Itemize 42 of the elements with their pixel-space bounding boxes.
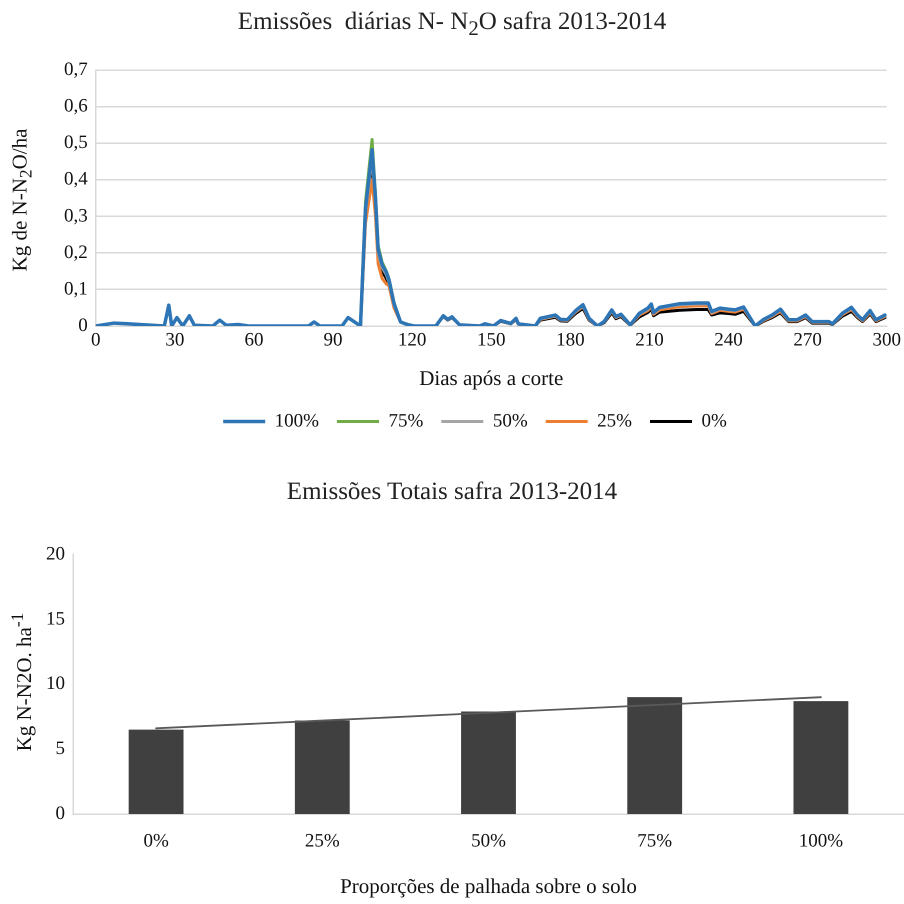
legend-label: 100% (274, 410, 320, 432)
y-tick-label: 0,5 (64, 132, 88, 154)
y-tick-label: 0 (56, 802, 65, 824)
x-tick-label: 300 (872, 329, 901, 350)
x-tick-label: 90 (324, 329, 343, 350)
x-tick-label: 210 (635, 329, 664, 350)
bar (627, 697, 682, 814)
bar (461, 711, 516, 814)
x-tick-label: 75% (637, 830, 672, 852)
x-tick-label: 270 (793, 329, 822, 350)
x-tick-label: 180 (556, 329, 585, 350)
x-tick-label: 60 (244, 329, 264, 350)
chart-title: Emissões diárias N- N$_{2}$O safra 2013-2014 (236, 8, 668, 41)
y-tick-label: 15 (46, 608, 65, 630)
y-tick-label: 5 (56, 738, 65, 760)
y-tick-label: 0,4 (64, 168, 88, 190)
legend-label: 0% (701, 410, 727, 432)
x-tick-label: 120 (398, 329, 426, 350)
y-tick-label: 20 (46, 543, 65, 564)
x-tick-label: 100% (798, 830, 844, 852)
x-tick-label: 240 (714, 329, 743, 350)
y-tick-label: 0,2 (64, 242, 88, 263)
legend-label: 75% (388, 410, 424, 432)
legend-label: 50% (492, 410, 528, 432)
x-axis-title: Proporções de palhada sobre o solo (340, 874, 637, 898)
y-tick-label: 10 (46, 673, 65, 694)
legend-label: 25% (597, 410, 632, 432)
y-tick-label: 0,7 (64, 58, 88, 80)
x-axis-title: Dias após a corte (419, 366, 564, 390)
x-tick-label: 150 (477, 329, 506, 350)
bar (128, 730, 184, 814)
bar (294, 720, 350, 814)
x-tick-label: 0% (143, 830, 169, 852)
chart-title: Emissões Totais safra 2013-2014 (286, 478, 618, 506)
bar (793, 701, 848, 814)
x-tick-label: 30 (165, 329, 184, 350)
x-tick-label: 25% (304, 830, 340, 852)
y-tick-label: 0 (78, 314, 88, 336)
y-tick-label: 0,1 (64, 278, 88, 300)
y-tick-label: 0,3 (64, 205, 88, 226)
x-tick-label: 50% (471, 830, 506, 852)
y-tick-label: 0,6 (64, 96, 88, 117)
